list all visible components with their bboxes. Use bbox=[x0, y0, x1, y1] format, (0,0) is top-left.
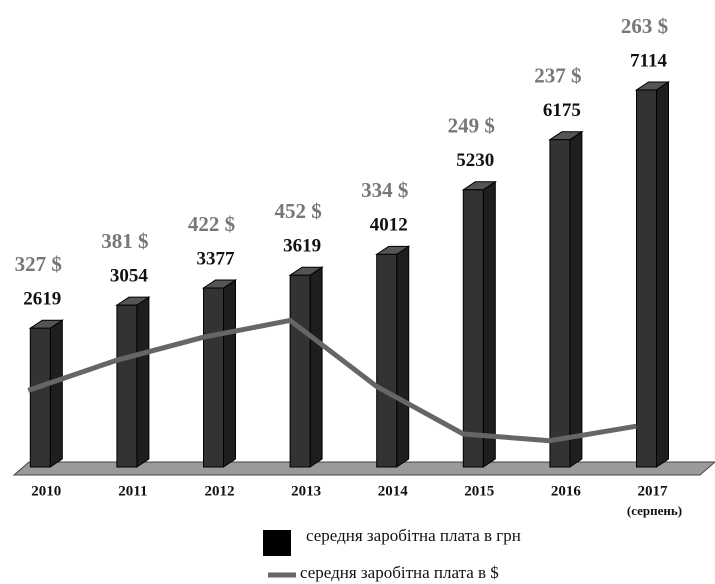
bar-face bbox=[136, 296, 150, 468]
bar-face bbox=[309, 266, 323, 468]
x-tick-label: 2017 bbox=[638, 483, 669, 499]
floor bbox=[12, 461, 715, 476]
bar bbox=[28, 319, 64, 468]
line-value-label: 327 $ bbox=[15, 252, 62, 276]
bar-value-label: 2619 bbox=[23, 289, 61, 310]
legend-label: середня заробітна плата в грн bbox=[306, 526, 521, 545]
bar-value-label: 7114 bbox=[630, 50, 667, 71]
bar-value-label: 3619 bbox=[283, 236, 321, 257]
x-tick-label: 2012 bbox=[205, 483, 235, 499]
x-tick-label: 2010 bbox=[31, 483, 61, 499]
x-tick-label: 2015 bbox=[464, 483, 494, 499]
x-tick-label: 2011 bbox=[118, 483, 147, 499]
line-series bbox=[27, 317, 637, 444]
bar-face bbox=[29, 327, 51, 468]
bar-face bbox=[116, 304, 138, 468]
bar-value-label: 3054 bbox=[110, 265, 149, 286]
bar-face bbox=[656, 81, 669, 468]
bar bbox=[201, 279, 238, 468]
line-value-label: 263 $ bbox=[621, 14, 668, 38]
bar-face bbox=[549, 139, 571, 468]
legend-label: середня заробітна плата в $ bbox=[300, 563, 499, 582]
line-value-label: 422 $ bbox=[188, 212, 235, 236]
bar bbox=[461, 180, 497, 468]
bar bbox=[375, 245, 411, 468]
line-value-label: 381 $ bbox=[101, 229, 148, 253]
line-value-label: 334 $ bbox=[361, 178, 408, 202]
line-value-label: 237 $ bbox=[534, 64, 581, 88]
bar-value-label: 3377 bbox=[197, 248, 236, 269]
bar-face bbox=[569, 130, 583, 468]
line-value-label: 249 $ bbox=[448, 114, 495, 138]
bar bbox=[115, 296, 151, 468]
bar-value-label: 4012 bbox=[370, 215, 408, 236]
bar bbox=[288, 266, 324, 468]
bar-value-label: 5230 bbox=[456, 150, 494, 171]
bar-face bbox=[462, 189, 484, 468]
x-annotation: (серпень) bbox=[627, 503, 682, 518]
bar-face bbox=[289, 274, 311, 468]
line-value-label: 452 $ bbox=[274, 199, 321, 223]
bar bbox=[548, 130, 584, 468]
x-tick-label: 2016 bbox=[551, 483, 582, 499]
x-tick-label: 2013 bbox=[291, 483, 321, 499]
bar-face bbox=[636, 89, 657, 468]
bar-face bbox=[223, 279, 236, 468]
legend-swatch bbox=[263, 530, 291, 556]
bar-face bbox=[482, 180, 496, 468]
bar-face bbox=[396, 245, 410, 468]
bar-face bbox=[376, 253, 398, 468]
bar-face bbox=[49, 319, 63, 468]
bar-face bbox=[203, 287, 224, 468]
x-tick-label: 2014 bbox=[378, 483, 409, 499]
bar-value-label: 6175 bbox=[543, 100, 581, 121]
bar bbox=[634, 81, 671, 468]
